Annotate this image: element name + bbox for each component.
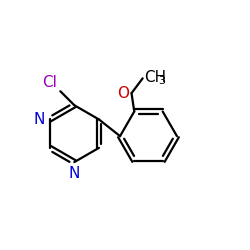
Text: N: N	[69, 166, 80, 181]
Text: Cl: Cl	[42, 75, 57, 90]
Text: N: N	[34, 112, 45, 127]
Text: 3: 3	[158, 76, 165, 86]
Text: CH: CH	[144, 70, 167, 84]
Text: O: O	[117, 86, 129, 101]
